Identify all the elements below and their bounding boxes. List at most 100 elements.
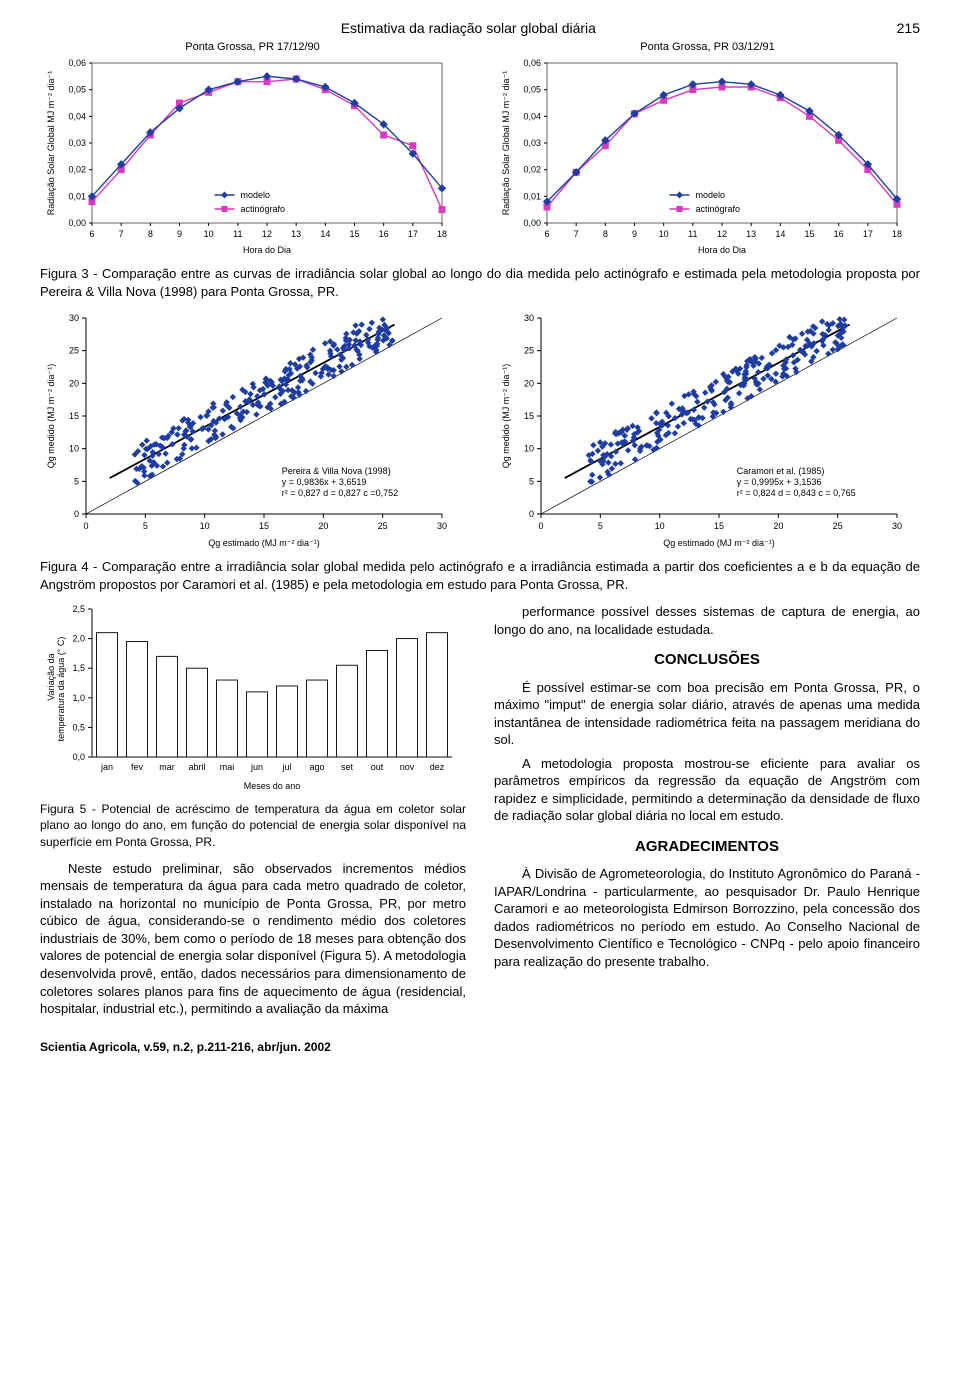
svg-text:11: 11 bbox=[688, 229, 697, 239]
svg-text:25: 25 bbox=[378, 521, 388, 531]
svg-text:actinógrafo: actinógrafo bbox=[241, 204, 286, 214]
svg-text:modelo: modelo bbox=[241, 190, 271, 200]
svg-text:Hora do Dia: Hora do Dia bbox=[243, 245, 291, 255]
svg-text:6: 6 bbox=[89, 229, 94, 239]
svg-text:30: 30 bbox=[437, 521, 447, 531]
svg-text:20: 20 bbox=[69, 378, 79, 388]
svg-text:8: 8 bbox=[148, 229, 153, 239]
svg-text:30: 30 bbox=[69, 313, 79, 323]
right-top-para-0: performance possível desses sistemas de … bbox=[494, 603, 920, 638]
svg-text:2,5: 2,5 bbox=[72, 604, 85, 614]
svg-text:7: 7 bbox=[574, 229, 579, 239]
svg-text:0,06: 0,06 bbox=[523, 58, 541, 68]
svg-text:9: 9 bbox=[177, 229, 182, 239]
svg-text:5: 5 bbox=[143, 521, 148, 531]
journal-footer: Scientia Agricola, v.59, n.2, p.211-216,… bbox=[40, 1040, 920, 1054]
svg-text:18: 18 bbox=[437, 229, 447, 239]
svg-text:0,03: 0,03 bbox=[523, 138, 541, 148]
svg-text:abril: abril bbox=[188, 762, 205, 772]
svg-text:temperatura da água (° C): temperatura da água (° C) bbox=[56, 637, 66, 742]
svg-text:0,04: 0,04 bbox=[68, 111, 86, 121]
left-para-0: Neste estudo preliminar, são observados … bbox=[40, 860, 466, 1018]
fig3-left-chart: 0,000,010,020,030,040,050,06678910111213… bbox=[40, 57, 450, 257]
svg-text:0,01: 0,01 bbox=[68, 191, 86, 201]
svg-text:1,5: 1,5 bbox=[72, 663, 85, 673]
svg-text:10: 10 bbox=[200, 521, 210, 531]
svg-text:0,05: 0,05 bbox=[68, 85, 86, 95]
svg-text:20: 20 bbox=[773, 521, 783, 531]
svg-text:10: 10 bbox=[655, 521, 665, 531]
svg-text:y = 0,9836x + 3,6519: y = 0,9836x + 3,6519 bbox=[282, 477, 367, 487]
agradecimentos-para-0: À Divisão de Agrometeorologia, do Instit… bbox=[494, 865, 920, 970]
svg-text:17: 17 bbox=[408, 229, 418, 239]
svg-text:actinógrafo: actinógrafo bbox=[696, 204, 741, 214]
svg-text:10: 10 bbox=[69, 444, 79, 454]
svg-text:Qg medido (MJ m⁻² dia⁻¹): Qg medido (MJ m⁻² dia⁻¹) bbox=[46, 364, 56, 469]
svg-text:2,0: 2,0 bbox=[72, 634, 85, 644]
svg-text:0,5: 0,5 bbox=[72, 723, 85, 733]
svg-text:mai: mai bbox=[220, 762, 235, 772]
svg-text:12: 12 bbox=[262, 229, 272, 239]
svg-text:dez: dez bbox=[430, 762, 445, 772]
fig5-caption: Figura 5 - Potencial de acréscimo de tem… bbox=[40, 801, 466, 850]
svg-text:fev: fev bbox=[131, 762, 144, 772]
svg-text:0,04: 0,04 bbox=[523, 111, 541, 121]
svg-text:15: 15 bbox=[349, 229, 359, 239]
svg-text:30: 30 bbox=[892, 521, 902, 531]
svg-text:8: 8 bbox=[603, 229, 608, 239]
svg-text:set: set bbox=[341, 762, 354, 772]
svg-text:15: 15 bbox=[804, 229, 814, 239]
svg-text:30: 30 bbox=[524, 313, 534, 323]
svg-text:15: 15 bbox=[524, 411, 534, 421]
svg-text:10: 10 bbox=[659, 229, 669, 239]
svg-text:0: 0 bbox=[83, 521, 88, 531]
svg-text:15: 15 bbox=[259, 521, 269, 531]
svg-text:5: 5 bbox=[598, 521, 603, 531]
svg-text:17: 17 bbox=[863, 229, 873, 239]
svg-text:13: 13 bbox=[291, 229, 301, 239]
svg-text:y = 0,9995x + 3,1536: y = 0,9995x + 3,1536 bbox=[737, 477, 822, 487]
svg-text:16: 16 bbox=[379, 229, 389, 239]
svg-text:0,02: 0,02 bbox=[523, 165, 541, 175]
svg-text:5: 5 bbox=[74, 476, 79, 486]
fig3-right-title: Ponta Grossa, PR 03/12/91 bbox=[495, 41, 920, 53]
svg-text:10: 10 bbox=[524, 444, 534, 454]
svg-text:jun: jun bbox=[250, 762, 263, 772]
svg-text:10: 10 bbox=[204, 229, 214, 239]
svg-text:6: 6 bbox=[544, 229, 549, 239]
svg-text:jan: jan bbox=[100, 762, 113, 772]
svg-text:Radiação Solar Global MJ m⁻² d: Radiação Solar Global MJ m⁻² dia⁻¹ bbox=[46, 71, 56, 216]
svg-text:Caramori et al. (1985): Caramori et al. (1985) bbox=[737, 466, 825, 476]
svg-text:0,01: 0,01 bbox=[523, 191, 541, 201]
svg-text:Hora do Dia: Hora do Dia bbox=[698, 245, 746, 255]
svg-text:Meses do ano: Meses do ano bbox=[244, 781, 301, 791]
fig4-right-chart: 005510101515202025253030Qg estimado (MJ … bbox=[495, 310, 905, 550]
svg-text:Radiação Solar Global MJ m⁻² d: Radiação Solar Global MJ m⁻² dia⁻¹ bbox=[501, 71, 511, 216]
svg-text:15: 15 bbox=[714, 521, 724, 531]
svg-text:20: 20 bbox=[524, 378, 534, 388]
svg-text:0,06: 0,06 bbox=[68, 58, 86, 68]
svg-text:0,02: 0,02 bbox=[68, 165, 86, 175]
conclusoes-para-1: A metodologia proposta mostrou-se eficie… bbox=[494, 755, 920, 825]
svg-text:14: 14 bbox=[775, 229, 785, 239]
fig3-right-chart: 0,000,010,020,030,040,050,06678910111213… bbox=[495, 57, 905, 257]
svg-text:Variação da: Variação da bbox=[46, 654, 56, 701]
svg-text:0,0: 0,0 bbox=[72, 752, 85, 762]
page-header-title: Estimativa da radiação solar global diár… bbox=[341, 20, 596, 36]
svg-text:0: 0 bbox=[529, 509, 534, 519]
svg-text:1,0: 1,0 bbox=[72, 693, 85, 703]
fig4-left-chart: 005510101515202025253030Qg estimado (MJ … bbox=[40, 310, 450, 550]
svg-text:nov: nov bbox=[400, 762, 415, 772]
svg-text:mar: mar bbox=[159, 762, 175, 772]
svg-text:18: 18 bbox=[892, 229, 902, 239]
svg-text:0,00: 0,00 bbox=[68, 218, 86, 228]
svg-text:modelo: modelo bbox=[696, 190, 726, 200]
fig3-caption: Figura 3 - Comparação entre as curvas de… bbox=[40, 265, 920, 300]
svg-text:0: 0 bbox=[538, 521, 543, 531]
svg-text:9: 9 bbox=[632, 229, 637, 239]
svg-text:20: 20 bbox=[318, 521, 328, 531]
svg-text:0: 0 bbox=[74, 509, 79, 519]
svg-text:25: 25 bbox=[69, 346, 79, 356]
svg-text:r² = 0,827 d = 0,827 c =0,75: r² = 0,827 d = 0,827 c =0,752 bbox=[282, 488, 398, 498]
svg-text:13: 13 bbox=[746, 229, 756, 239]
